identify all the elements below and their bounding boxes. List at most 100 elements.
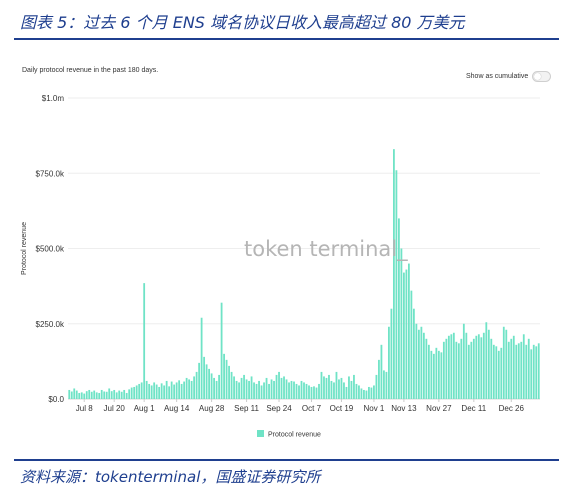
bar [210,373,213,399]
bar [430,350,433,399]
bar [128,389,131,399]
x-tick-label: Nov 13 [391,404,417,413]
bar [285,379,288,399]
bar [492,344,495,399]
bar [78,392,81,399]
bar [130,387,133,399]
bar [168,386,171,399]
bar [105,391,108,399]
legend-swatch [257,430,264,437]
legend-label: Protocol revenue [268,432,321,439]
bar [525,344,528,399]
bar [250,376,253,399]
x-tick-label: Jul 8 [76,404,93,413]
bar [477,334,480,399]
x-tick-label: Oct 7 [302,404,322,413]
bar [165,380,168,399]
bar [215,380,218,399]
bar [462,323,465,399]
bar [502,326,505,399]
bar [455,341,458,399]
bar [505,329,508,399]
x-tick-label: Nov 1 [363,404,384,413]
bar [160,383,163,399]
bar [223,353,225,399]
bar [70,391,73,399]
bar [178,380,181,399]
bar [245,379,248,399]
bar [98,392,101,399]
watermark-text: token terminal_ [244,237,408,262]
bar [73,388,76,399]
bar [115,392,118,399]
bar [310,386,313,399]
bar [253,382,255,399]
bar [335,371,338,399]
bar [150,385,153,399]
bar [155,384,158,399]
bar [482,332,485,399]
bar [378,359,380,399]
bar [353,374,355,399]
bar [395,170,398,399]
bar [368,386,370,399]
bar [240,377,243,399]
bar [447,335,450,399]
bar [108,388,111,399]
bar [185,377,188,399]
bar [383,370,385,399]
bar [90,391,93,399]
cumulative-toggle[interactable] [532,71,551,82]
bar [480,337,483,399]
y-tick-label: $0.0 [48,395,64,404]
bar [243,374,245,399]
y-tick-label: $1.0m [42,94,65,103]
bar [385,371,388,399]
x-axis: Jul 8 Jul 20 Aug 1 Aug 14 Aug 28 Sep 11 Sep 24… [76,399,524,413]
chart-subtitle: Daily protocol revenue in the past 180 d… [22,67,159,74]
bar [398,218,400,399]
bar [268,383,270,399]
bar [173,384,176,399]
bar [208,368,210,399]
bar [390,308,393,399]
x-tick-label: Jul 20 [104,404,126,413]
bar [68,389,71,399]
bar [485,322,488,399]
bar [420,326,423,399]
bar [532,344,535,399]
bar [218,374,220,399]
bar [75,390,78,399]
bar [158,386,161,399]
bar [425,338,428,399]
bar [517,343,520,399]
bar [283,376,285,399]
bar [495,346,498,399]
bar [198,362,201,399]
bar [135,385,138,399]
bar [355,383,358,399]
bar [175,382,178,399]
bar [445,338,448,399]
bar [373,385,375,399]
bar [350,380,353,399]
bar [300,380,303,399]
bar [497,350,500,399]
bar [405,269,408,399]
bar [125,392,128,399]
bar [120,391,123,399]
bar [328,374,330,399]
bar [507,341,510,399]
x-tick-label: Nov 27 [426,404,452,413]
bar [427,344,430,399]
bar [248,380,250,399]
bar [452,332,455,399]
bar [180,383,183,399]
bar [345,386,348,399]
bar [343,382,345,399]
bar [195,371,198,399]
bar [295,383,298,399]
bar [487,329,490,399]
bar [520,341,523,399]
bar [255,383,258,399]
